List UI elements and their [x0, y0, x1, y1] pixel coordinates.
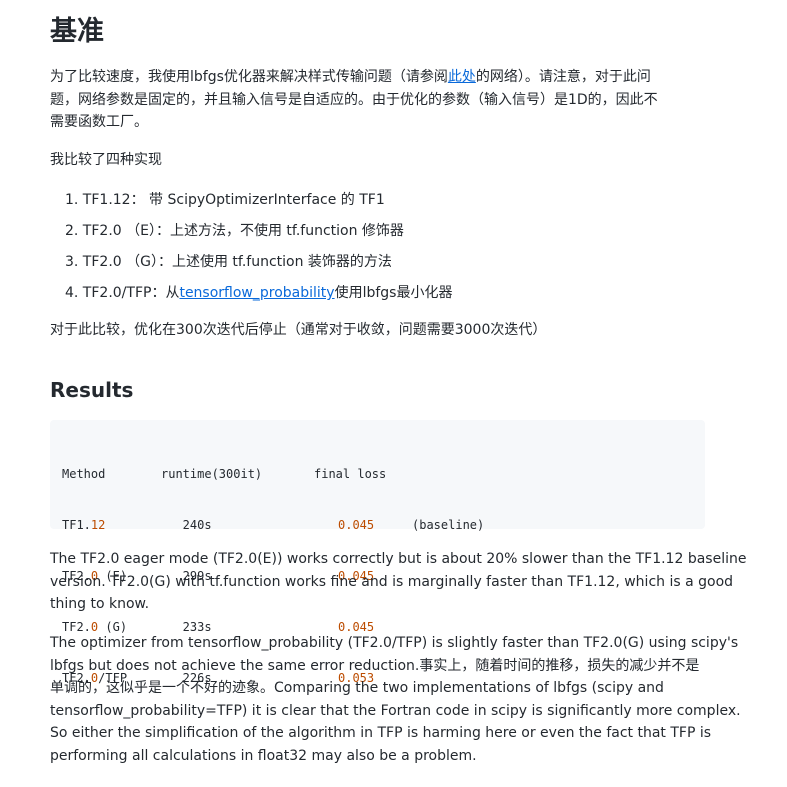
- header-runtime: runtime(300it): [161, 467, 263, 481]
- tfp-line-5: So either the simplification of the algo…: [50, 725, 712, 741]
- eager-line-2: version. TF2.0(G) with tf.function works…: [50, 573, 734, 590]
- method-cell: TF2.0 (E): [62, 569, 128, 583]
- table-row: TF2.0/TFP 226s 0.053: [62, 670, 484, 687]
- list-item-tf112: 1. TF1.12： 带 ScipyOptimizerInterface 的 T…: [65, 192, 385, 208]
- runtime-cell: 240s: [161, 518, 212, 532]
- method-cell: TF1.12: [62, 518, 106, 532]
- header-method: Method: [62, 467, 106, 481]
- list-item-tf20-eager: 2. TF2.0 （E）：上述方法，不使用 tf.function 修饰器: [65, 223, 404, 239]
- compare-intro: 我比较了四种实现: [50, 152, 162, 168]
- loss-cell: 0.045: [338, 518, 375, 532]
- tfp-line-1: The optimizer from tensorflow_probabilit…: [50, 635, 739, 651]
- results-code-block: Method runtime(300it) final loss TF1.12 24…: [50, 420, 705, 685]
- list-item-tf20-graph: 3. TF2.0 （G）：上述使用 tf.function 装饰器的方法: [65, 254, 392, 270]
- eager-line-1: The TF2.0 eager mode (TF2.0(E)) works co…: [50, 551, 747, 567]
- table-row: TF1.12 240s 0.045 (baseline): [62, 517, 484, 534]
- runtime-cell: 226s: [161, 671, 212, 685]
- intro-line-1: 为了比较速度，我使用lbfgs优化器来解决样式传输问题（请参阅此处的网络）。请注…: [50, 69, 651, 85]
- results-header-row: Method runtime(300it) final loss: [62, 466, 484, 483]
- tfp-paragraph: The optimizer from tensorflow_probabilit…: [50, 632, 741, 767]
- header-loss: final loss: [314, 467, 387, 481]
- method-cell: TF2.0/TFP: [62, 671, 128, 685]
- tfp-line-6: performing all calculations in float32 m…: [50, 747, 477, 764]
- method-cell: TF2.0 (G): [62, 620, 128, 634]
- loss-cell: 0.045: [338, 569, 375, 583]
- tfp-line-4: tensorflow_probability=TFP) it is clear …: [50, 702, 741, 719]
- loss-cell: 0.053: [338, 671, 375, 685]
- table-row: TF2.0 (E) 299s 0.045: [62, 568, 484, 585]
- intro-line-2: 题，网络参数是固定的，并且输入信号是自适应的。由于优化的参数（输入信号）是1D的…: [50, 91, 658, 108]
- stop-note: 对于此比较，优化在300次迭代后停止（通常对于收敛，问题需要3000次迭代）: [50, 322, 547, 338]
- results-table: Method runtime(300it) final loss TF1.12 24…: [62, 432, 484, 721]
- table-row: TF2.0 (G) 233s 0.045: [62, 619, 484, 636]
- tfp-line-2: lbfgs but does not achieve the same erro…: [50, 657, 700, 674]
- runtime-cell: 299s: [161, 569, 212, 583]
- intro-line-3: 需要函数工厂。: [50, 114, 148, 130]
- tensorflow-probability-link[interactable]: tensorflow_probability: [179, 285, 335, 301]
- implementation-list: 1. TF1.12： 带 ScipyOptimizerInterface 的 T…: [65, 189, 452, 313]
- tfp-line-3: 单调的，这似乎是一个不好的迹象。Comparing the two implem…: [50, 680, 664, 696]
- list-item-tf20-tfp: 4. TF2.0/TFP：从tensorflow_probability使用lb…: [65, 285, 453, 301]
- intro-paragraph: 为了比较速度，我使用lbfgs优化器来解决样式传输问题（请参阅此处的网络）。请注…: [50, 66, 710, 134]
- loss-cell: 0.045: [338, 620, 375, 634]
- eager-mode-paragraph: The TF2.0 eager mode (TF2.0(E)) works co…: [50, 548, 747, 616]
- results-heading: Results: [50, 378, 134, 402]
- runtime-cell: 233s: [161, 620, 212, 634]
- note-cell: (baseline): [412, 518, 485, 532]
- here-link[interactable]: 此处: [447, 69, 476, 85]
- page-title: 基准: [50, 16, 104, 47]
- eager-line-3: thing to know.: [50, 596, 150, 612]
